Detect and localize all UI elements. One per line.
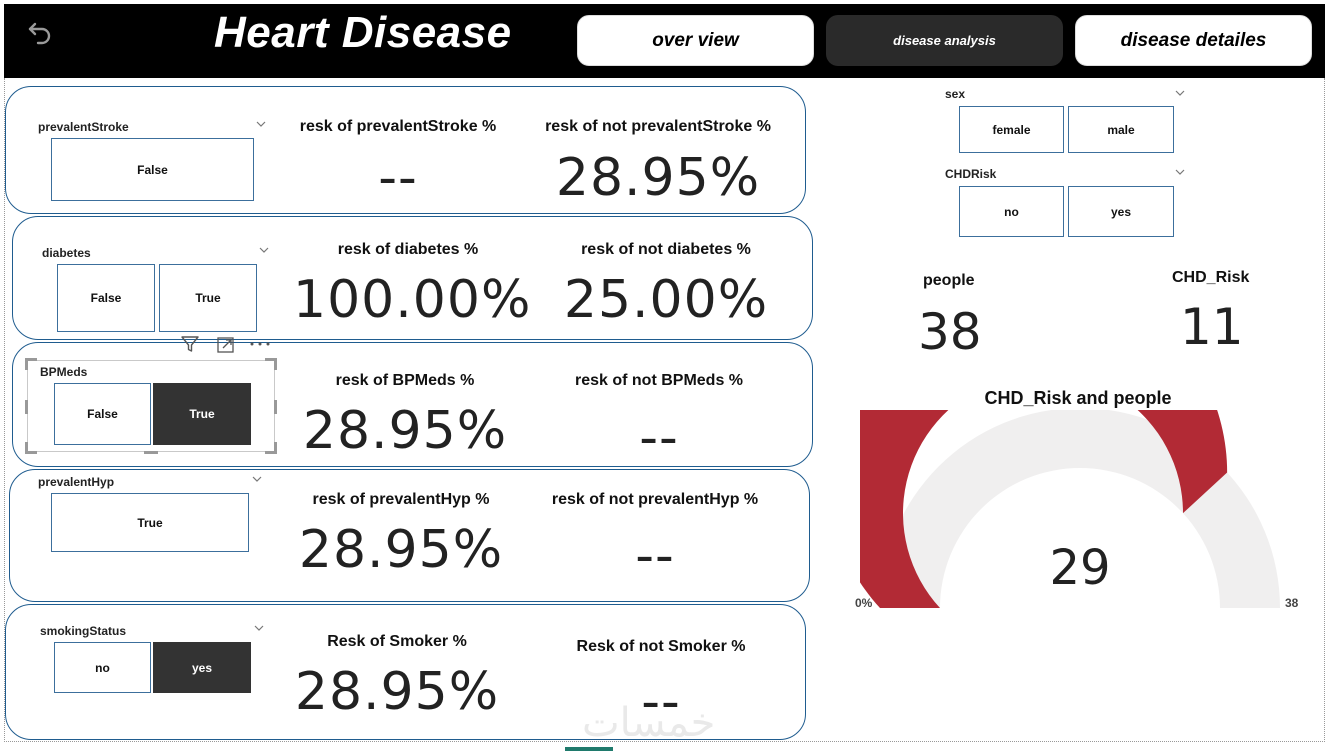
people-card-value: 38: [918, 303, 982, 361]
chd-risk-gauge: [860, 410, 1280, 608]
smoking-status-option-no[interactable]: no: [54, 642, 151, 693]
sex-slicer-title: sex: [945, 87, 966, 101]
tab-disease-analysis[interactable]: disease analysis: [826, 15, 1063, 66]
chd-risk-card-label: CHD_Risk: [1172, 269, 1250, 286]
page-title: Heart Disease: [214, 8, 512, 57]
kpi-label: resk of diabetes %: [337, 241, 479, 258]
kpi-label: resk of prevalentStroke %: [299, 118, 497, 135]
kpi-value: 100.00%: [293, 270, 532, 330]
prevalent-hyp-slicer-title: prevalentHyp: [38, 475, 115, 489]
chd-risk-card-value: 11: [1180, 298, 1244, 356]
page-tab-indicator[interactable]: [565, 747, 613, 751]
resize-handle[interactable]: [25, 358, 37, 361]
diabetes-option-true[interactable]: True: [159, 264, 257, 332]
resize-handle[interactable]: [274, 442, 277, 454]
kpi-value: 28.95%: [294, 662, 500, 722]
kpi-value: 28.95%: [298, 520, 504, 580]
diabetes-slicer-title: diabetes: [42, 246, 91, 260]
back-arrow-icon[interactable]: [26, 18, 54, 46]
chevron-down-icon[interactable]: [252, 476, 262, 482]
chevron-down-icon[interactable]: [1175, 90, 1185, 96]
kpi-label: Resk of not Smoker %: [576, 638, 746, 655]
more-options-icon[interactable]: [249, 340, 271, 348]
smoking-status-slicer-title: smokingStatus: [40, 624, 127, 638]
resize-handle[interactable]: [265, 358, 277, 361]
bpmeds-option-false[interactable]: False: [54, 383, 151, 445]
kpi-value: 25.00%: [563, 270, 769, 330]
kpi-label: resk of BPMeds %: [335, 372, 475, 389]
prevalent-stroke-option-false[interactable]: False: [51, 138, 254, 201]
kpi-label: resk of not diabetes %: [581, 241, 751, 258]
smoking-status-option-yes[interactable]: yes: [153, 642, 251, 693]
gauge-max-label: 38: [1285, 596, 1299, 610]
resize-handle[interactable]: [25, 358, 28, 370]
sex-option-female[interactable]: female: [959, 106, 1064, 153]
resize-handle[interactable]: [274, 400, 277, 414]
resize-handle[interactable]: [274, 358, 277, 370]
kpi-label: resk of not prevalentHyp %: [551, 491, 759, 508]
watermark: خمسات: [582, 700, 716, 746]
kpi-label: Resk of Smoker %: [327, 633, 467, 650]
gauge-title: CHD_Risk and people: [984, 388, 1172, 408]
resize-handle[interactable]: [25, 400, 28, 414]
kpi-value: 28.95%: [555, 148, 761, 208]
chevron-down-icon[interactable]: [256, 121, 266, 127]
gauge-min-label: 0%: [855, 596, 873, 610]
chevron-down-icon[interactable]: [1175, 169, 1185, 175]
prevalent-hyp-option-true[interactable]: True: [51, 493, 249, 552]
kpi-value: --: [378, 148, 418, 208]
kpi-label: resk of not prevalentStroke %: [545, 118, 771, 135]
resize-handle[interactable]: [144, 451, 158, 454]
kpi-label: resk of prevalentHyp %: [312, 491, 490, 508]
resize-handle[interactable]: [265, 451, 277, 454]
tab-over-view[interactable]: over view: [577, 15, 814, 66]
kpi-value: 28.95%: [302, 401, 508, 461]
kpi-label: resk of not BPMeds %: [574, 372, 744, 389]
tab-disease-detailes[interactable]: disease detailes: [1075, 15, 1312, 66]
focus-mode-icon[interactable]: [216, 335, 236, 355]
bpmeds-slicer-title: BPMeds: [40, 365, 88, 379]
chdrisk-slicer-title: CHDRisk: [945, 167, 997, 181]
resize-handle[interactable]: [25, 442, 28, 454]
sex-option-male[interactable]: male: [1068, 106, 1174, 153]
diabetes-option-false[interactable]: False: [57, 264, 155, 332]
resize-handle[interactable]: [25, 451, 37, 454]
chdrisk-option-yes[interactable]: yes: [1068, 186, 1174, 237]
chdrisk-option-no[interactable]: no: [959, 186, 1064, 237]
kpi-value: --: [635, 526, 675, 586]
chevron-down-icon[interactable]: [259, 247, 269, 253]
prevalent-stroke-slicer-title: prevalentStroke: [38, 120, 129, 134]
chevron-down-icon[interactable]: [254, 625, 264, 631]
gauge-value: 29: [1049, 540, 1111, 596]
kpi-value: --: [639, 408, 679, 468]
people-card-label: people: [923, 272, 975, 289]
gauge-fill: [860, 410, 1228, 608]
filter-icon[interactable]: [180, 334, 200, 354]
kpi-value: --: [641, 672, 681, 732]
bpmeds-option-true[interactable]: True: [153, 383, 251, 445]
